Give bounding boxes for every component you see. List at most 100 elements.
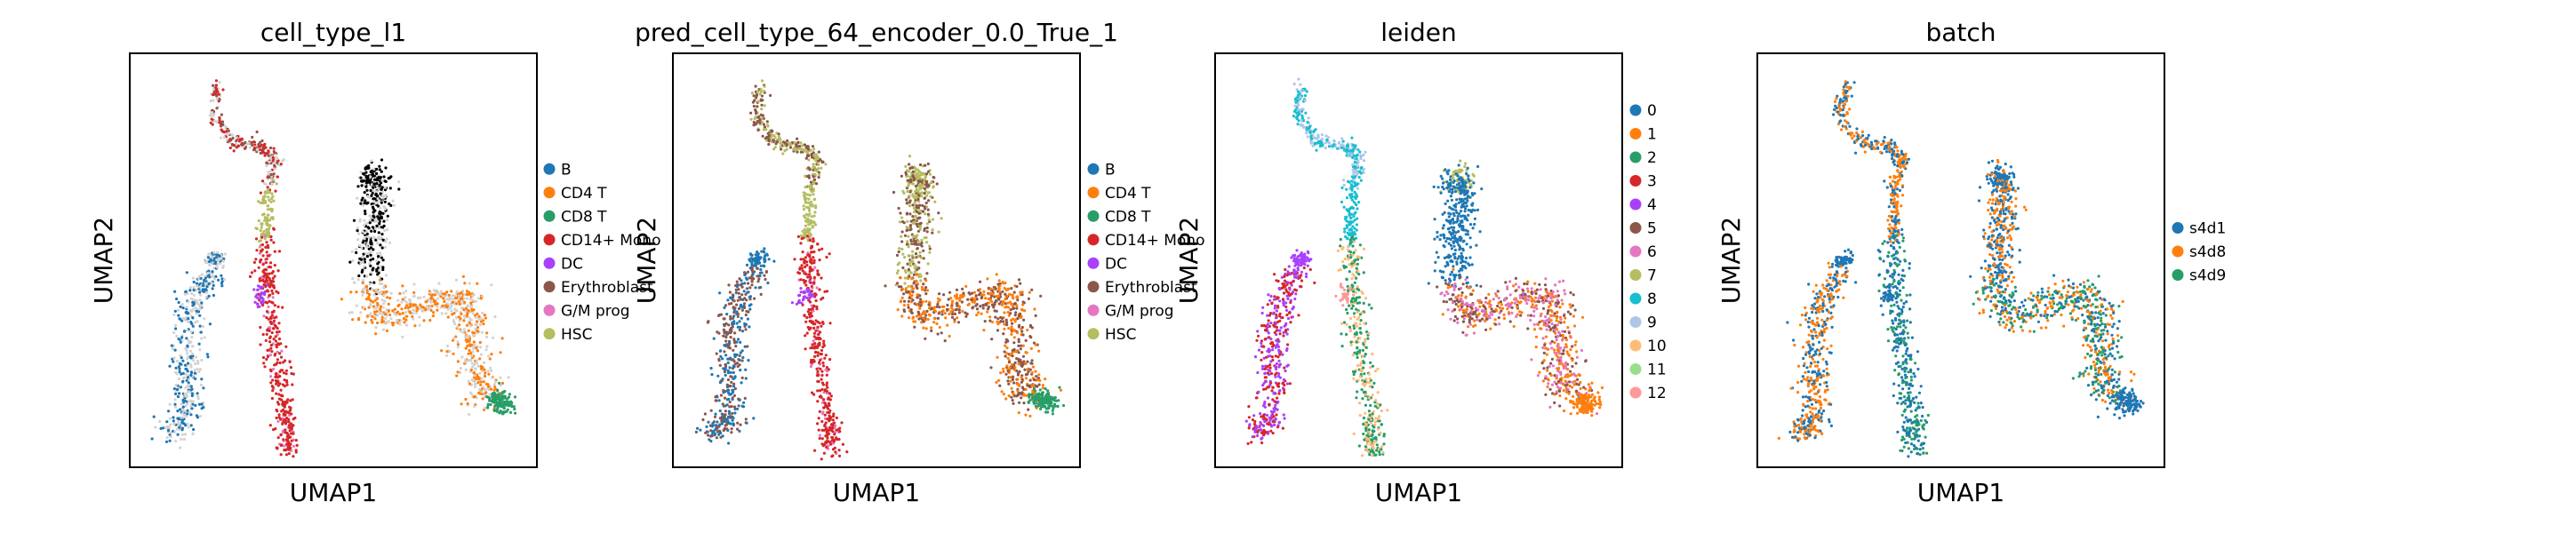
scatter-point [369, 179, 372, 182]
scatter-point [1028, 395, 1031, 399]
scatter-point [820, 348, 824, 353]
scatter-point [152, 415, 156, 418]
scatter-point [368, 221, 372, 225]
scatter-point [950, 313, 955, 316]
scatter-point [473, 374, 476, 378]
scatter-point [223, 252, 227, 256]
scatter-point [340, 298, 343, 301]
scatter-point [215, 107, 219, 110]
scatter-point [761, 114, 764, 117]
scatter-point [975, 307, 980, 311]
scatter-point [759, 267, 763, 272]
scatter-point [823, 402, 827, 405]
scatter-point [972, 306, 975, 309]
scatter-point [804, 347, 807, 351]
scatter-point [972, 290, 976, 294]
scatter-point [256, 296, 260, 299]
scatter-point [264, 338, 268, 342]
scatter-point [404, 296, 407, 299]
scatter-point [189, 340, 193, 344]
scatter-point [181, 306, 185, 310]
scatter-point [749, 111, 753, 115]
scatter-point [938, 325, 941, 329]
scatter-point [1012, 381, 1016, 385]
scatter-point [801, 148, 804, 152]
scatter-point [1356, 164, 1360, 168]
scatter-point [913, 302, 916, 306]
scatter-point [387, 302, 390, 306]
scatter-point [732, 377, 735, 381]
scatter-point [1017, 411, 1020, 415]
scatter-point [259, 191, 262, 195]
scatter-point [199, 383, 204, 386]
scatter-point [823, 424, 827, 428]
scatter-point [222, 257, 226, 260]
scatter-point [211, 111, 214, 115]
scatter-point [820, 378, 823, 381]
scatter-point [796, 235, 800, 238]
scatter-point [812, 294, 815, 298]
scatter-point [489, 366, 492, 370]
scatter-point [370, 288, 373, 291]
scatter-point [221, 88, 225, 91]
scatter-point [273, 363, 276, 367]
scatter-point [396, 318, 399, 322]
scatter-point [274, 335, 277, 338]
scatter-point [800, 144, 804, 147]
scatter-point [271, 179, 275, 182]
scatter-point [470, 343, 474, 346]
scatter-point [453, 307, 457, 311]
scatter-point [269, 235, 273, 239]
scatter-point [172, 416, 175, 419]
scatter-point [398, 291, 402, 296]
scatter-point [248, 146, 252, 149]
scatter-point [736, 314, 740, 318]
scatter-point [355, 247, 358, 251]
scatter-point [378, 222, 381, 226]
scatter-point [287, 424, 291, 427]
scatter-point [370, 194, 373, 197]
scatter-point [823, 290, 827, 293]
scatter-point [821, 160, 825, 163]
scatter-point [467, 309, 470, 313]
scatter-point [799, 287, 803, 290]
scatter-point [500, 403, 503, 407]
panel-title: pred_cell_type_64_encoder_0.0_True_1 [635, 18, 1118, 47]
scatter-point [186, 412, 189, 416]
scatter-points [150, 79, 517, 458]
scatter-point [216, 262, 220, 266]
scatter-point [463, 360, 467, 363]
scatter-point [996, 297, 1001, 301]
scatter-point [723, 418, 726, 421]
scatter-point [937, 312, 940, 315]
scatter-point [476, 364, 480, 368]
scatter-point [746, 317, 749, 321]
scatter-point [907, 245, 910, 249]
legend-item: CD8 T [543, 208, 607, 226]
legend-label: CD8 T [561, 208, 607, 226]
scatter-point [490, 283, 493, 287]
scatter-point [492, 408, 496, 412]
scatter-point [742, 305, 746, 308]
scatter-point [804, 224, 807, 227]
scatter-point [478, 387, 482, 391]
scatter-point [218, 115, 221, 120]
scatter-point [483, 374, 487, 378]
scatter-point [1001, 290, 1004, 293]
scatter-point [472, 340, 476, 344]
scatter-point [365, 289, 369, 292]
scatter-point [381, 294, 385, 298]
scatter-point [1002, 301, 1005, 305]
scatter-point [820, 437, 824, 441]
scatter-point [214, 84, 218, 87]
scatter-point [397, 180, 401, 184]
scatter-point [291, 383, 294, 386]
scatter-point [909, 239, 913, 243]
scatter-point [468, 282, 471, 285]
scatter-point [268, 326, 272, 330]
scatter-point [757, 261, 761, 265]
scatter-point [924, 292, 928, 296]
scatter-point [351, 259, 355, 263]
scatter-point [276, 436, 280, 440]
scatter-point [923, 227, 927, 230]
